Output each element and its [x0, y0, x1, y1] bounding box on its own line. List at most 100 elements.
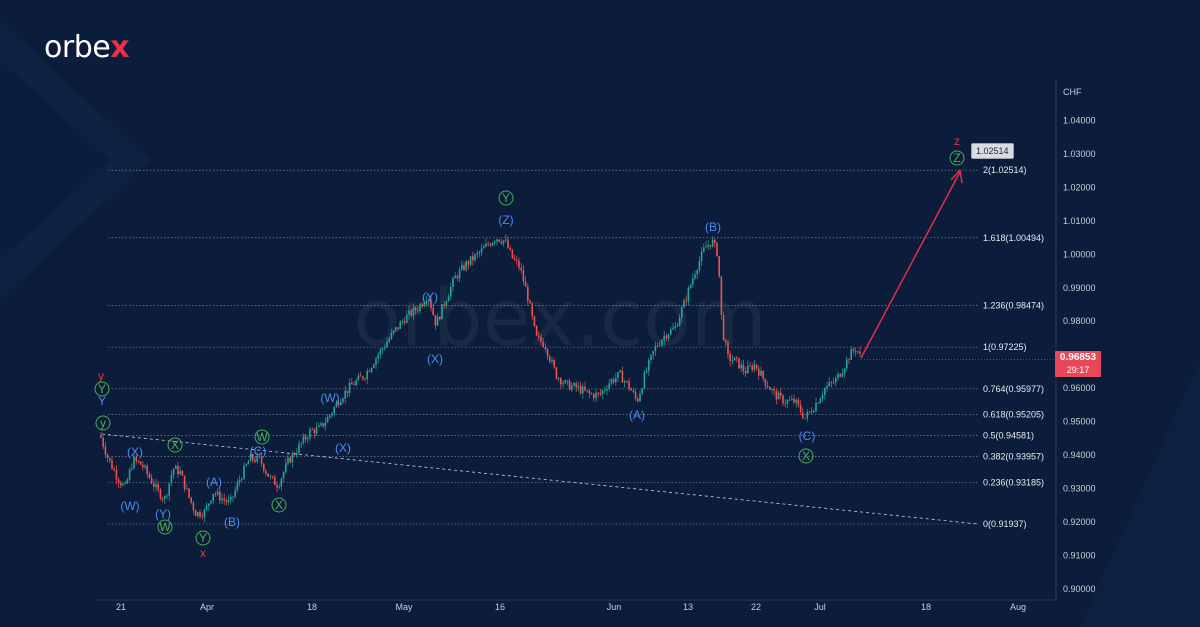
- candle-body: [109, 458, 111, 461]
- candle-body: [408, 310, 410, 315]
- candle-body: [595, 392, 597, 399]
- candle-body: [417, 310, 419, 312]
- candle-body: [150, 477, 153, 484]
- x-tick-label: Jul: [814, 602, 826, 612]
- candle-body: [353, 384, 355, 386]
- candle-body: [632, 390, 635, 393]
- candle-body: [102, 437, 104, 447]
- y-tick-label: 0.95000: [1063, 417, 1096, 427]
- candle-body: [236, 482, 239, 490]
- candle-body: [513, 258, 516, 260]
- candle-body: [280, 478, 283, 487]
- candle-body: [469, 256, 472, 265]
- candle-body: [560, 378, 562, 385]
- candle-body: [544, 347, 547, 350]
- candle-body: [819, 398, 822, 404]
- candle-body: [309, 429, 311, 439]
- candle-body: [771, 389, 773, 390]
- candle-body: [751, 365, 753, 370]
- candle-body: [760, 370, 762, 376]
- candle-body: [104, 446, 107, 455]
- candle-body: [401, 321, 404, 323]
- wave-label-circle: [157, 519, 173, 535]
- candle-body: [124, 483, 126, 484]
- current-price-tag: 0.96853 29:17: [1055, 351, 1101, 377]
- candle-body: [502, 240, 505, 244]
- candle-body: [641, 388, 643, 394]
- candle-body: [795, 399, 797, 403]
- candle-body: [524, 281, 527, 287]
- candle-body: [342, 398, 344, 402]
- y-tick-label: 1.00000: [1063, 249, 1096, 259]
- candle-body: [850, 349, 852, 361]
- candle-body: [480, 248, 483, 253]
- candle-body: [474, 254, 476, 261]
- candle-body: [692, 278, 694, 285]
- candle-body: [634, 392, 637, 399]
- candle-body: [557, 378, 560, 380]
- candle-body: [494, 241, 496, 243]
- candle-body: [287, 457, 289, 464]
- candle-body: [551, 360, 553, 362]
- candle-body: [205, 505, 208, 510]
- x-tick-label: 18: [921, 602, 931, 612]
- candle-body: [155, 484, 157, 487]
- wave-label: Y: [98, 394, 106, 408]
- candle-body: [403, 321, 406, 323]
- candle-body: [773, 389, 775, 391]
- candle-body: [256, 455, 258, 462]
- y-axis-unit: CHF: [1063, 87, 1082, 97]
- candle-body: [637, 398, 639, 402]
- wave-label: (W): [120, 499, 139, 513]
- candle-body: [821, 395, 824, 399]
- candle-body: [296, 453, 298, 455]
- candle-body: [445, 301, 448, 306]
- candle-body: [639, 393, 641, 402]
- candle-body: [126, 479, 129, 484]
- candle-body: [839, 373, 841, 377]
- candle-body: [683, 300, 685, 308]
- candle-body: [346, 390, 349, 394]
- y-tick-label: 0.90000: [1063, 584, 1096, 594]
- candle-body: [223, 498, 225, 501]
- projection-arrow-head: [950, 169, 963, 184]
- candle-body: [379, 349, 382, 355]
- candle-body: [577, 385, 580, 388]
- x-tick-label: Jun: [607, 602, 622, 612]
- candle-body: [654, 345, 657, 352]
- candle-body: [377, 354, 379, 359]
- candle-body: [188, 488, 190, 498]
- candle-body: [685, 300, 687, 302]
- wave-label: z: [954, 134, 960, 148]
- candle-body: [199, 512, 201, 517]
- candle-body: [139, 461, 142, 465]
- candle-body: [661, 339, 663, 346]
- candle-body: [832, 382, 835, 384]
- wave-label: Y: [199, 531, 207, 545]
- candle-body: [100, 434, 102, 438]
- candle-body: [120, 482, 122, 486]
- candle-body: [212, 493, 214, 501]
- fibonacci-level-label: 0(0.91937): [983, 519, 1027, 529]
- wave-label-circle: [949, 150, 965, 166]
- candle-body: [254, 459, 256, 462]
- candle-body: [467, 261, 470, 265]
- candle-body: [197, 512, 199, 517]
- candle-body: [566, 380, 569, 382]
- candle-body: [729, 354, 731, 362]
- candle-body: [535, 325, 538, 336]
- candle-body: [241, 479, 243, 480]
- candle-body: [234, 489, 236, 497]
- candle-body: [826, 385, 828, 389]
- candle-body: [452, 278, 454, 287]
- wave-label: (B): [705, 220, 721, 234]
- candle-body: [617, 372, 619, 378]
- candle-body: [289, 457, 291, 463]
- candle-body: [192, 502, 195, 511]
- candle-body: [588, 390, 591, 394]
- candle-body: [357, 375, 360, 381]
- wave-label: (Z): [498, 213, 513, 227]
- x-tick-label: 16: [495, 602, 505, 612]
- wave-label: y: [98, 369, 104, 383]
- candle-body: [131, 468, 133, 470]
